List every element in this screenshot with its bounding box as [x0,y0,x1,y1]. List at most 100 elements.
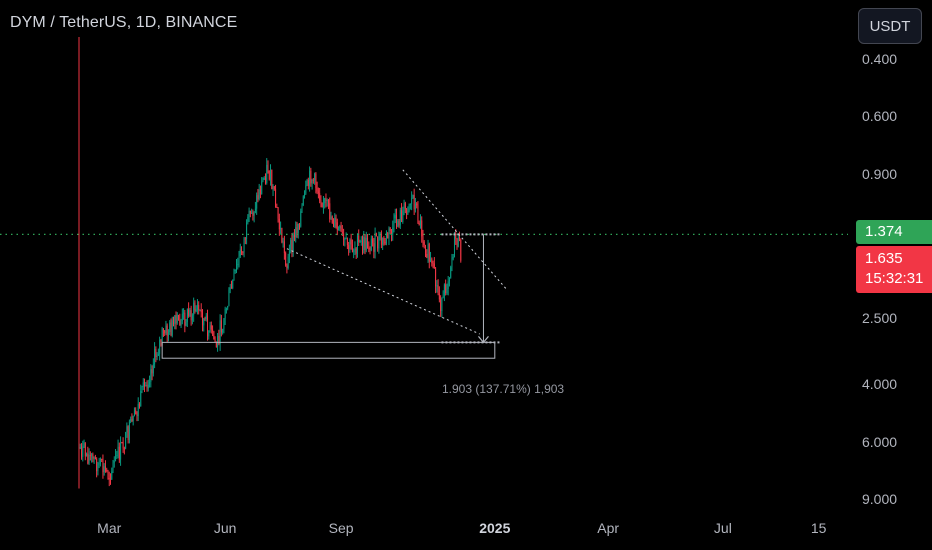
candle-body [270,169,272,180]
candle-body [249,210,251,214]
candle-body [325,198,327,202]
candle-body [194,302,196,312]
candle-body [327,199,329,204]
candle-body [264,177,266,183]
candle-body [125,432,127,449]
candle-body [404,203,406,209]
candle-body [247,216,249,223]
candle-body [133,410,135,416]
candle-body [408,204,410,211]
candle-body [93,457,95,459]
candle-body [88,455,90,464]
candle-body [452,257,454,259]
measure-label: 1.903 (137.71%) 1,903 [442,382,565,396]
candle-body [159,339,161,354]
candle-body [135,410,137,415]
candle-body [108,477,110,480]
candle-body [307,180,309,186]
candle-body [232,279,234,289]
candle-body [331,216,333,223]
candle-body [460,239,462,261]
bar-countdown: 15:32:31 [865,270,924,287]
candle-body [334,217,336,228]
candle-body [365,237,367,251]
candle-body [107,470,109,478]
candle-body [237,264,239,266]
time-tick-label: Jul [713,520,732,536]
candle-body [339,226,341,229]
candle-body [161,328,163,342]
last-price: 1.635 [865,250,903,267]
price-chart[interactable] [0,0,848,515]
candle-body [453,234,455,258]
candle-body [228,289,230,306]
candle-body [86,453,88,457]
candle-body [116,455,118,457]
candle-body [183,312,185,314]
candle-body [137,404,139,417]
candle-body [171,320,173,336]
candle-body [154,349,156,365]
candle-body [317,191,319,194]
candle-body [218,336,220,345]
candle-body [345,238,347,240]
measure-arrowhead [477,335,489,344]
candle-body [422,236,424,242]
candle-body [369,249,371,251]
candle-body [370,238,372,251]
candle-body [256,195,258,209]
candle-body [181,313,183,321]
candle-body [375,233,377,237]
candle-body [406,208,408,215]
candle-body [210,325,212,330]
candle-body [220,320,222,333]
candle-body [451,257,453,268]
candle-body [326,199,328,202]
candle-body [196,305,198,310]
currency-button[interactable]: USDT [858,8,922,44]
candle-body [145,384,147,386]
candle-body [445,284,447,294]
candle-body [436,285,438,287]
candle-body [351,244,353,252]
candle-body [419,220,421,226]
candle-body [263,177,265,181]
candle-body [421,220,423,237]
candle-body [360,240,362,242]
candle-body [299,223,300,227]
candle-body [407,210,409,215]
candle-body [193,302,195,316]
candle-body [101,458,103,460]
candlestick-series [78,37,462,489]
candle-body [180,320,182,326]
candle-body [425,244,426,254]
candle-body [285,253,287,266]
price-axis[interactable]: 0.400 0.600 0.900 2.500 4.000 6.000 9.000 [848,0,932,515]
candle-body [304,193,306,197]
candle-body [230,287,232,289]
time-axis[interactable]: Mar Jun Sep 2025 Apr Jul 15 [0,515,848,550]
candle-body [354,248,356,251]
candle-body [189,310,191,316]
candle-body [184,312,186,326]
candle-body [234,269,236,271]
candle-body [213,331,215,340]
candle-body [380,234,382,245]
candle-body [324,198,326,204]
candle-body [373,243,375,252]
candle-body [82,446,84,457]
candle-body [277,207,279,219]
candle-body [426,253,428,258]
candle-body [430,258,432,262]
candle-body [385,232,387,244]
candle-body [372,238,374,244]
candle-body [239,249,241,257]
candle-body [280,227,282,230]
candle-body [128,421,130,441]
candle-body [319,193,321,201]
candle-body [393,218,395,228]
candle-body [455,234,457,239]
candle-body [227,305,229,309]
candle-body [262,180,264,182]
candle-body [146,384,148,389]
